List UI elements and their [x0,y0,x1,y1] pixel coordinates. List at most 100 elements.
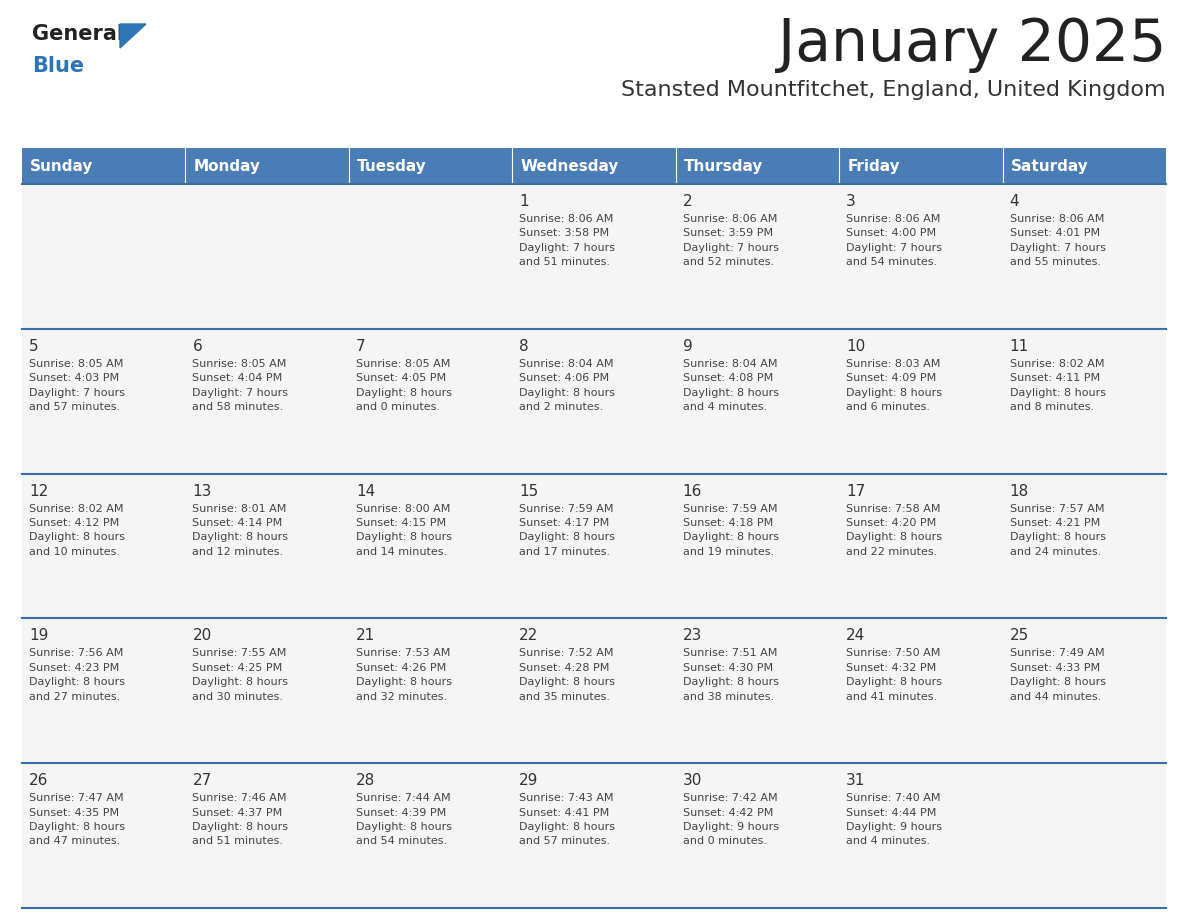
Text: Stansted Mountfitchet, England, United Kingdom: Stansted Mountfitchet, England, United K… [621,80,1165,100]
Text: 29: 29 [519,773,538,789]
Text: Sunrise: 8:06 AM
Sunset: 4:00 PM
Daylight: 7 hours
and 54 minutes.: Sunrise: 8:06 AM Sunset: 4:00 PM Dayligh… [846,214,942,267]
Text: Sunrise: 7:55 AM
Sunset: 4:25 PM
Daylight: 8 hours
and 30 minutes.: Sunrise: 7:55 AM Sunset: 4:25 PM Dayligh… [192,648,289,701]
Text: 9: 9 [683,339,693,353]
Bar [185,329,349,474]
Text: Monday: Monday [194,159,260,174]
Text: Wednesday: Wednesday [520,159,619,174]
Bar [676,474,839,619]
Text: Sunrise: 8:05 AM
Sunset: 4:05 PM
Daylight: 8 hours
and 0 minutes.: Sunrise: 8:05 AM Sunset: 4:05 PM Dayligh… [356,359,451,412]
Bar [23,763,185,908]
Text: 3: 3 [846,194,855,209]
Text: Sunrise: 7:53 AM
Sunset: 4:26 PM
Daylight: 8 hours
and 32 minutes.: Sunrise: 7:53 AM Sunset: 4:26 PM Dayligh… [356,648,451,701]
Text: Sunrise: 7:46 AM
Sunset: 4:37 PM
Daylight: 8 hours
and 51 minutes.: Sunrise: 7:46 AM Sunset: 4:37 PM Dayligh… [192,793,289,846]
Bar [23,329,185,474]
Bar [676,329,839,474]
Bar [676,148,839,184]
Bar [512,619,676,763]
Text: 20: 20 [192,629,211,644]
Text: Sunrise: 7:43 AM
Sunset: 4:41 PM
Daylight: 8 hours
and 57 minutes.: Sunrise: 7:43 AM Sunset: 4:41 PM Dayligh… [519,793,615,846]
Bar [1003,619,1165,763]
Text: Saturday: Saturday [1011,159,1088,174]
Bar [349,184,512,329]
Bar [23,184,185,329]
Bar [1003,763,1165,908]
Text: 1: 1 [519,194,529,209]
Text: 19: 19 [29,629,49,644]
Text: 25: 25 [1010,629,1029,644]
Text: Sunrise: 7:51 AM
Sunset: 4:30 PM
Daylight: 8 hours
and 38 minutes.: Sunrise: 7:51 AM Sunset: 4:30 PM Dayligh… [683,648,778,701]
Text: Sunrise: 7:59 AM
Sunset: 4:17 PM
Daylight: 8 hours
and 17 minutes.: Sunrise: 7:59 AM Sunset: 4:17 PM Dayligh… [519,504,615,557]
Text: January 2025: January 2025 [778,16,1165,73]
Bar [185,474,349,619]
Text: Sunrise: 7:44 AM
Sunset: 4:39 PM
Daylight: 8 hours
and 54 minutes.: Sunrise: 7:44 AM Sunset: 4:39 PM Dayligh… [356,793,451,846]
Bar [349,329,512,474]
Bar [839,329,1003,474]
Text: Sunrise: 7:56 AM
Sunset: 4:23 PM
Daylight: 8 hours
and 27 minutes.: Sunrise: 7:56 AM Sunset: 4:23 PM Dayligh… [29,648,125,701]
Text: 10: 10 [846,339,865,353]
Text: Sunrise: 8:03 AM
Sunset: 4:09 PM
Daylight: 8 hours
and 6 minutes.: Sunrise: 8:03 AM Sunset: 4:09 PM Dayligh… [846,359,942,412]
Bar [1003,329,1165,474]
Text: 12: 12 [29,484,49,498]
Bar [839,474,1003,619]
Bar [23,148,185,184]
Bar [349,474,512,619]
Text: 18: 18 [1010,484,1029,498]
Bar [512,763,676,908]
Bar [185,763,349,908]
Bar [512,148,676,184]
Text: 22: 22 [519,629,538,644]
Text: 2: 2 [683,194,693,209]
Text: 8: 8 [519,339,529,353]
Text: Sunrise: 8:04 AM
Sunset: 4:08 PM
Daylight: 8 hours
and 4 minutes.: Sunrise: 8:04 AM Sunset: 4:08 PM Dayligh… [683,359,778,412]
Text: Sunrise: 7:57 AM
Sunset: 4:21 PM
Daylight: 8 hours
and 24 minutes.: Sunrise: 7:57 AM Sunset: 4:21 PM Dayligh… [1010,504,1106,557]
Polygon shape [120,24,146,48]
Text: General: General [32,24,124,44]
Text: 6: 6 [192,339,202,353]
Bar [1003,184,1165,329]
Bar [349,148,512,184]
Text: Sunrise: 8:02 AM
Sunset: 4:11 PM
Daylight: 8 hours
and 8 minutes.: Sunrise: 8:02 AM Sunset: 4:11 PM Dayligh… [1010,359,1106,412]
Text: Tuesday: Tuesday [356,159,426,174]
Text: 24: 24 [846,629,865,644]
Text: Blue: Blue [32,56,84,76]
Bar [839,763,1003,908]
Text: Sunrise: 8:00 AM
Sunset: 4:15 PM
Daylight: 8 hours
and 14 minutes.: Sunrise: 8:00 AM Sunset: 4:15 PM Dayligh… [356,504,451,557]
Text: 21: 21 [356,629,375,644]
Text: Sunrise: 7:42 AM
Sunset: 4:42 PM
Daylight: 9 hours
and 0 minutes.: Sunrise: 7:42 AM Sunset: 4:42 PM Dayligh… [683,793,778,846]
Text: Sunrise: 8:06 AM
Sunset: 3:59 PM
Daylight: 7 hours
and 52 minutes.: Sunrise: 8:06 AM Sunset: 3:59 PM Dayligh… [683,214,778,267]
Text: Sunrise: 7:59 AM
Sunset: 4:18 PM
Daylight: 8 hours
and 19 minutes.: Sunrise: 7:59 AM Sunset: 4:18 PM Dayligh… [683,504,778,557]
Bar [839,184,1003,329]
Bar [349,763,512,908]
Text: 16: 16 [683,484,702,498]
Bar [23,474,185,619]
Bar [1003,474,1165,619]
Text: Sunrise: 8:04 AM
Sunset: 4:06 PM
Daylight: 8 hours
and 2 minutes.: Sunrise: 8:04 AM Sunset: 4:06 PM Dayligh… [519,359,615,412]
Text: Sunrise: 8:06 AM
Sunset: 3:58 PM
Daylight: 7 hours
and 51 minutes.: Sunrise: 8:06 AM Sunset: 3:58 PM Dayligh… [519,214,615,267]
Bar [512,329,676,474]
Text: 15: 15 [519,484,538,498]
Text: Sunrise: 7:50 AM
Sunset: 4:32 PM
Daylight: 8 hours
and 41 minutes.: Sunrise: 7:50 AM Sunset: 4:32 PM Dayligh… [846,648,942,701]
Bar [349,619,512,763]
Text: 27: 27 [192,773,211,789]
Bar [676,184,839,329]
Text: 7: 7 [356,339,366,353]
Text: Sunrise: 7:47 AM
Sunset: 4:35 PM
Daylight: 8 hours
and 47 minutes.: Sunrise: 7:47 AM Sunset: 4:35 PM Dayligh… [29,793,125,846]
Text: Sunrise: 7:58 AM
Sunset: 4:20 PM
Daylight: 8 hours
and 22 minutes.: Sunrise: 7:58 AM Sunset: 4:20 PM Dayligh… [846,504,942,557]
Text: Sunrise: 8:06 AM
Sunset: 4:01 PM
Daylight: 7 hours
and 55 minutes.: Sunrise: 8:06 AM Sunset: 4:01 PM Dayligh… [1010,214,1106,267]
Text: 23: 23 [683,629,702,644]
Text: 14: 14 [356,484,375,498]
Text: 13: 13 [192,484,211,498]
Bar [512,184,676,329]
Text: Sunrise: 7:40 AM
Sunset: 4:44 PM
Daylight: 9 hours
and 4 minutes.: Sunrise: 7:40 AM Sunset: 4:44 PM Dayligh… [846,793,942,846]
Bar [1003,148,1165,184]
Text: Sunrise: 7:52 AM
Sunset: 4:28 PM
Daylight: 8 hours
and 35 minutes.: Sunrise: 7:52 AM Sunset: 4:28 PM Dayligh… [519,648,615,701]
Bar [23,619,185,763]
Text: 4: 4 [1010,194,1019,209]
Text: Sunrise: 8:01 AM
Sunset: 4:14 PM
Daylight: 8 hours
and 12 minutes.: Sunrise: 8:01 AM Sunset: 4:14 PM Dayligh… [192,504,289,557]
Text: Sunrise: 7:49 AM
Sunset: 4:33 PM
Daylight: 8 hours
and 44 minutes.: Sunrise: 7:49 AM Sunset: 4:33 PM Dayligh… [1010,648,1106,701]
Text: 5: 5 [29,339,39,353]
Text: Sunday: Sunday [30,159,94,174]
Text: 26: 26 [29,773,49,789]
Bar [676,619,839,763]
Text: 30: 30 [683,773,702,789]
